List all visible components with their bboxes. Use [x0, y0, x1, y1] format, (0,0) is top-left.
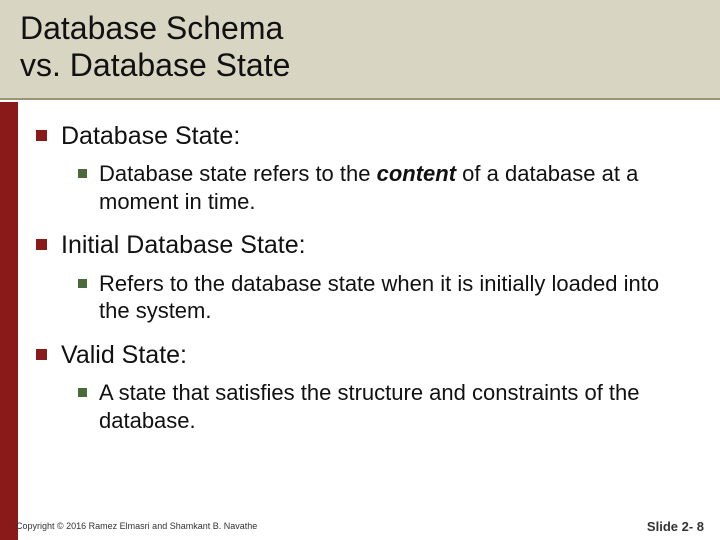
- lvl1-text: Valid State:: [61, 339, 187, 372]
- slide: Database Schema vs. Database State Datab…: [0, 0, 720, 540]
- copyright-text: Copyright © 2016 Ramez Elmasri and Shamk…: [16, 521, 257, 531]
- slide-number: Slide 2- 8: [647, 519, 704, 534]
- square-bullet-icon: [36, 239, 47, 250]
- text-emphasis: content: [377, 161, 456, 186]
- list-item: A state that satisfies the structure and…: [78, 379, 694, 434]
- footer: Copyright © 2016 Ramez Elmasri and Shamk…: [0, 512, 720, 540]
- square-bullet-icon: [78, 169, 87, 178]
- square-bullet-icon: [78, 279, 87, 288]
- slide-title: Database Schema vs. Database State: [20, 10, 700, 84]
- lvl2-text: A state that satisfies the structure and…: [99, 379, 694, 434]
- text-run: Database state refers to the: [99, 161, 377, 186]
- text-run: Refers to the database state when it is …: [99, 271, 659, 324]
- square-bullet-icon: [36, 130, 47, 141]
- lvl2-text: Database state refers to the content of …: [99, 160, 694, 215]
- square-bullet-icon: [78, 388, 87, 397]
- list-item: Database state refers to the content of …: [78, 160, 694, 215]
- text-run: A state that satisfies the structure and…: [99, 380, 640, 433]
- lvl1-text: Initial Database State:: [61, 229, 306, 262]
- title-line-2: vs. Database State: [20, 47, 290, 83]
- title-area: Database Schema vs. Database State: [0, 0, 720, 100]
- content-area: Database State: Database state refers to…: [0, 102, 720, 540]
- lvl1-text: Database State:: [61, 120, 240, 153]
- list-item: Valid State:: [36, 339, 694, 372]
- list-item: Initial Database State:: [36, 229, 694, 262]
- lvl2-text: Refers to the database state when it is …: [99, 270, 694, 325]
- list-item: Refers to the database state when it is …: [78, 270, 694, 325]
- title-line-1: Database Schema: [20, 10, 283, 46]
- list-item: Database State:: [36, 120, 694, 153]
- square-bullet-icon: [36, 349, 47, 360]
